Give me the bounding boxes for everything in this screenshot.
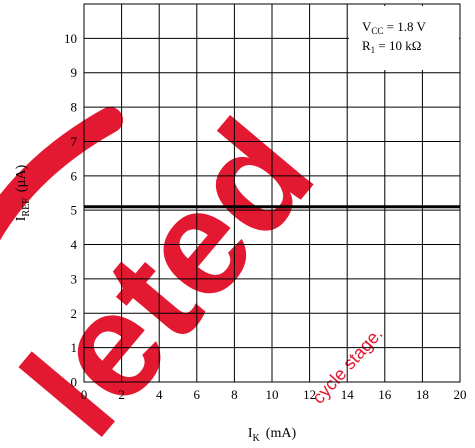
x-axis-label: IK (mA) bbox=[248, 426, 297, 444]
x-tick-label: 8 bbox=[231, 387, 238, 402]
y-tick-label: 10 bbox=[64, 31, 77, 46]
y-tick-label: 3 bbox=[71, 271, 78, 286]
y-tick-labels: 0 1 2 3 4 5 6 7 8 9 10 bbox=[64, 31, 78, 390]
x-tick-label: 20 bbox=[454, 387, 467, 402]
watermark-arc bbox=[0, 107, 123, 241]
x-tick-label: 16 bbox=[378, 387, 392, 402]
y-tick-label: 4 bbox=[71, 237, 78, 252]
condition-vcc: VCC = 1.8 V bbox=[362, 19, 427, 36]
condition-r1: R1 = 10 kΩ bbox=[362, 38, 421, 55]
x-tick-label: 2 bbox=[118, 387, 125, 402]
x-tick-label: 14 bbox=[341, 387, 355, 402]
y-tick-label: 1 bbox=[71, 340, 78, 355]
conditions-box-bg bbox=[349, 6, 459, 70]
x-tick-labels: 0 2 4 6 8 10 12 14 16 18 20 bbox=[81, 387, 467, 402]
y-tick-label: 2 bbox=[71, 306, 78, 321]
x-tick-label: 12 bbox=[303, 387, 316, 402]
y-tick-label: 9 bbox=[71, 65, 78, 80]
y-tick-label: 0 bbox=[71, 375, 78, 390]
x-tick-label: 4 bbox=[156, 387, 163, 402]
y-axis-label: IREF(µA) bbox=[14, 164, 32, 221]
y-tick-label: 7 bbox=[71, 134, 78, 149]
x-tick-label: 18 bbox=[416, 387, 429, 402]
conditions-box: VCC = 1.8 V R1 = 10 kΩ bbox=[349, 6, 459, 70]
x-tick-label: 10 bbox=[266, 387, 279, 402]
x-tick-label: 0 bbox=[81, 387, 88, 402]
y-tick-label: 6 bbox=[71, 168, 78, 183]
x-tick-label: 6 bbox=[194, 387, 201, 402]
plot-frame bbox=[83, 3, 461, 383]
y-tick-label: 5 bbox=[71, 203, 78, 218]
y-tick-label: 8 bbox=[71, 100, 78, 115]
